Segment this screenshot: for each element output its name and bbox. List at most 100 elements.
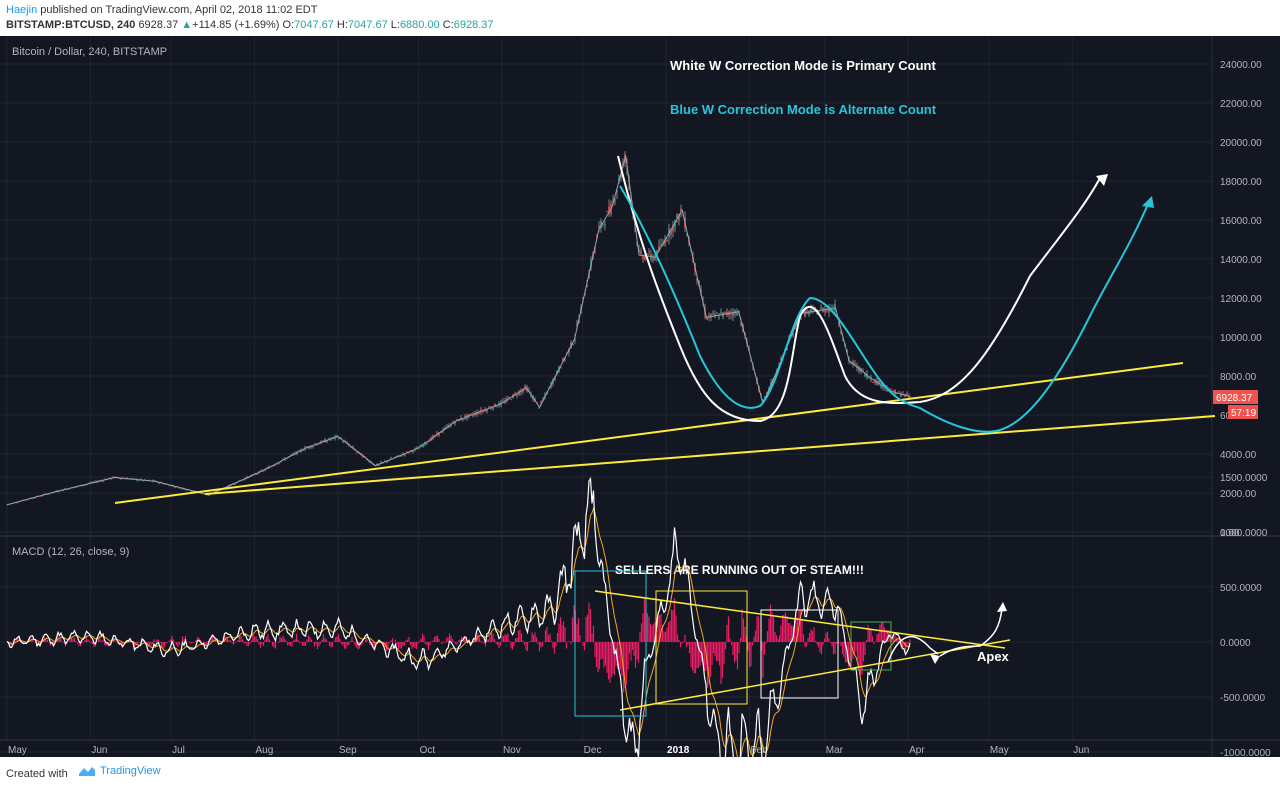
candle-body	[186, 489, 188, 491]
candle-body	[434, 435, 436, 437]
chart-area[interactable]: 24000.00 22000.00 20000.00 18000.00 16000.00…	[0, 36, 1280, 789]
candle-body	[706, 318, 708, 320]
candle-body	[206, 494, 208, 496]
time-tick-label: Mar	[826, 745, 844, 756]
white-w-path	[617, 155, 1101, 423]
price-tick-label: 16000.00	[1220, 216, 1262, 227]
candle-body	[446, 426, 448, 428]
candle-body	[426, 442, 428, 444]
candle-body	[326, 440, 328, 442]
candle-body	[494, 403, 496, 407]
candle-body	[518, 391, 520, 395]
candle-body	[740, 322, 742, 324]
candle-body	[898, 391, 900, 393]
price-tag: 6928.37	[1216, 393, 1253, 404]
macd-tick-label: 1000.0000	[1220, 528, 1268, 539]
candle-body	[272, 465, 274, 467]
candle-body	[712, 313, 714, 315]
candle-body	[282, 459, 284, 460]
author-link[interactable]: Haejin	[6, 4, 38, 16]
price-tick-label: 22000.00	[1220, 99, 1262, 110]
candle-body	[880, 384, 882, 388]
candle-body	[890, 388, 892, 390]
candle-body	[462, 419, 464, 420]
annotation-blue: Blue W Correction Mode is Alternate Coun…	[670, 102, 937, 117]
candle-body	[436, 433, 438, 436]
highlight-box-white	[760, 609, 839, 699]
candle-body	[26, 499, 28, 501]
symbol[interactable]: BITSTAMP:BTCUSD, 240	[6, 19, 136, 31]
candle-body	[218, 490, 220, 492]
high-label: H:	[336, 19, 348, 31]
candle-body	[256, 473, 258, 475]
time-tick-label: May	[8, 745, 27, 756]
price-tick-label: 4000.00	[1220, 450, 1257, 461]
candle-body	[816, 313, 818, 315]
close-value: 6928.37	[453, 19, 494, 31]
candle-body	[522, 389, 524, 392]
candle-body	[828, 307, 830, 313]
candle-body	[496, 406, 498, 408]
candle-body	[364, 456, 366, 458]
macd-tick-label: -1000.0000	[1220, 748, 1271, 757]
candle-body	[716, 313, 718, 315]
candle-body	[654, 256, 656, 260]
tradingview-label: TradingView	[100, 765, 161, 777]
price-candles	[6, 151, 910, 506]
candle-body	[310, 445, 312, 448]
candle-body	[468, 413, 470, 417]
candle-body	[876, 381, 878, 385]
candle-body	[68, 488, 70, 490]
candle-body	[192, 491, 194, 493]
candle-body	[686, 234, 688, 236]
candle-body	[562, 358, 564, 362]
up-triangle-icon: ▲	[181, 19, 193, 31]
price-change: +114.85 (+1.69%)	[192, 19, 280, 31]
candle-body	[826, 310, 828, 311]
candle-body	[316, 444, 318, 446]
last-price: 6928.37	[138, 19, 179, 31]
candle-body	[368, 461, 370, 462]
candle-body	[492, 407, 494, 409]
time-tick-label: Oct	[420, 745, 436, 756]
candle-body	[750, 360, 752, 362]
tradingview-brand[interactable]: TradingView	[78, 765, 161, 777]
highlight-box-cyan	[574, 570, 647, 717]
price-tick-label: 18000.00	[1220, 177, 1262, 188]
candle-body	[208, 494, 210, 496]
candle-body	[572, 344, 574, 345]
candle-body	[58, 491, 60, 493]
time-tick-label: Aug	[255, 745, 273, 756]
candle-body	[102, 480, 104, 482]
chart-svg[interactable]: 24000.00 22000.00 20000.00 18000.00 16000.00…	[0, 36, 1280, 789]
time-tick-label: Sep	[339, 745, 357, 756]
time-tick-label: Apr	[909, 745, 925, 756]
triangle-lower-line	[619, 639, 1011, 711]
candle-body	[32, 498, 34, 499]
candle-body	[696, 278, 698, 280]
candle-body	[486, 409, 488, 412]
price-tick-label: 14000.00	[1220, 255, 1262, 266]
price-tag-box	[1213, 390, 1258, 404]
candle-body	[678, 214, 680, 221]
candle-body	[560, 367, 562, 369]
candle-body	[736, 311, 738, 316]
candle-body	[642, 256, 644, 260]
candle-body	[422, 444, 424, 447]
candle-body	[124, 478, 126, 480]
candle-body	[190, 490, 192, 492]
candle-body	[840, 331, 842, 333]
candle-body	[298, 450, 300, 452]
candle-body	[456, 418, 458, 420]
publish-text: published on TradingView.com, April 02, …	[37, 4, 318, 16]
candle-body	[538, 407, 540, 409]
candle-body	[274, 465, 276, 466]
candle-body	[178, 487, 180, 489]
candle-body	[428, 441, 430, 443]
open-value: 7047.67	[294, 19, 334, 31]
candle-body	[548, 387, 550, 389]
macd-tick-label: -500.0000	[1220, 693, 1265, 704]
candle-body	[660, 244, 662, 246]
candle-body	[372, 464, 374, 466]
time-tick-label: Dec	[584, 745, 602, 756]
